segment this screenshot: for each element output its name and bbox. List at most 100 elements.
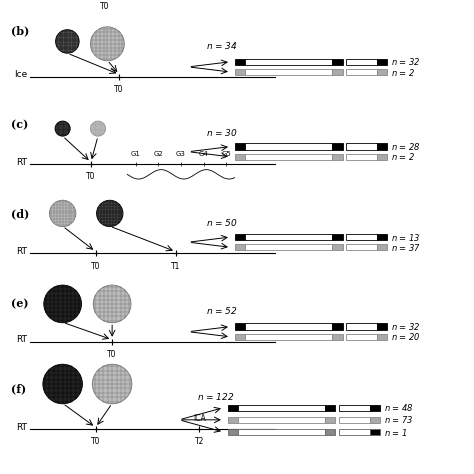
Text: T0: T0 bbox=[86, 172, 96, 181]
Text: G2: G2 bbox=[154, 151, 163, 157]
Bar bbox=[238, 404, 325, 410]
Bar bbox=[332, 234, 343, 240]
Bar bbox=[346, 323, 377, 329]
Bar bbox=[238, 417, 325, 423]
Bar bbox=[332, 244, 343, 250]
Text: $n$ = 122: $n$ = 122 bbox=[197, 391, 235, 402]
Bar bbox=[245, 334, 332, 340]
Bar bbox=[377, 69, 387, 75]
Text: T2: T2 bbox=[195, 438, 204, 446]
Bar bbox=[370, 417, 380, 423]
Text: $n$ = 52: $n$ = 52 bbox=[206, 305, 238, 316]
Text: $n$ = 28: $n$ = 28 bbox=[391, 141, 421, 152]
Text: $n$ = 50: $n$ = 50 bbox=[206, 217, 238, 228]
Text: $n$ = 1: $n$ = 1 bbox=[384, 427, 408, 438]
Bar bbox=[377, 144, 387, 150]
Text: T0: T0 bbox=[91, 438, 100, 446]
Text: G5: G5 bbox=[221, 151, 231, 157]
Text: (e): (e) bbox=[11, 298, 28, 309]
Text: RT: RT bbox=[16, 423, 27, 432]
Bar bbox=[370, 404, 380, 410]
Text: $n$ = 73: $n$ = 73 bbox=[384, 414, 414, 425]
Bar bbox=[235, 69, 245, 75]
Bar bbox=[339, 429, 370, 435]
Text: ICA: ICA bbox=[193, 414, 206, 423]
Bar bbox=[377, 154, 387, 160]
Bar bbox=[346, 69, 377, 75]
Text: (d): (d) bbox=[11, 209, 29, 220]
Bar bbox=[235, 334, 245, 340]
Bar bbox=[332, 334, 343, 340]
Text: RT: RT bbox=[16, 247, 27, 256]
Bar bbox=[245, 144, 332, 150]
Text: $n$ = 32: $n$ = 32 bbox=[391, 321, 421, 332]
Text: T0: T0 bbox=[91, 262, 100, 271]
Circle shape bbox=[55, 30, 79, 53]
Text: G4: G4 bbox=[199, 151, 209, 157]
Bar bbox=[332, 154, 343, 160]
Circle shape bbox=[43, 364, 82, 404]
Circle shape bbox=[97, 200, 123, 227]
Bar bbox=[377, 323, 387, 329]
Bar bbox=[332, 69, 343, 75]
Bar bbox=[235, 59, 245, 65]
Text: $n$ = 2: $n$ = 2 bbox=[391, 151, 416, 163]
Bar bbox=[377, 244, 387, 250]
Bar bbox=[325, 404, 336, 410]
Text: (b): (b) bbox=[11, 25, 29, 36]
Circle shape bbox=[49, 200, 76, 227]
Text: $n$ = 30: $n$ = 30 bbox=[206, 127, 238, 138]
Text: T0: T0 bbox=[114, 85, 124, 94]
Text: $n$ = 34: $n$ = 34 bbox=[206, 40, 238, 51]
Text: T0: T0 bbox=[100, 2, 110, 11]
Bar bbox=[377, 59, 387, 65]
Bar bbox=[235, 144, 245, 150]
Text: G3: G3 bbox=[176, 151, 186, 157]
Text: T1: T1 bbox=[171, 262, 181, 271]
Bar bbox=[245, 323, 332, 329]
Text: $n$ = 13: $n$ = 13 bbox=[391, 231, 421, 243]
Bar bbox=[235, 323, 245, 329]
Bar bbox=[228, 404, 238, 410]
Bar bbox=[245, 234, 332, 240]
Circle shape bbox=[93, 285, 131, 323]
Bar bbox=[245, 154, 332, 160]
Bar bbox=[245, 244, 332, 250]
Text: $n$ = 32: $n$ = 32 bbox=[391, 56, 421, 67]
Circle shape bbox=[55, 121, 70, 136]
Bar bbox=[228, 417, 238, 423]
Bar bbox=[346, 144, 377, 150]
Text: $n$ = 20: $n$ = 20 bbox=[391, 331, 421, 342]
Bar bbox=[325, 417, 336, 423]
Bar bbox=[346, 234, 377, 240]
Circle shape bbox=[44, 285, 82, 323]
Text: (c): (c) bbox=[11, 119, 28, 130]
Bar bbox=[332, 144, 343, 150]
Bar bbox=[339, 417, 370, 423]
Bar bbox=[235, 234, 245, 240]
Text: $n$ = 2: $n$ = 2 bbox=[391, 66, 416, 78]
Circle shape bbox=[91, 121, 106, 136]
Bar bbox=[370, 429, 380, 435]
Bar bbox=[245, 59, 332, 65]
Circle shape bbox=[92, 364, 132, 404]
Text: (f): (f) bbox=[11, 383, 26, 394]
Bar bbox=[332, 59, 343, 65]
Text: T0: T0 bbox=[108, 350, 117, 359]
Bar bbox=[346, 59, 377, 65]
Bar bbox=[339, 404, 370, 410]
Text: $n$ = 37: $n$ = 37 bbox=[391, 242, 421, 253]
Text: $n$ = 48: $n$ = 48 bbox=[384, 402, 414, 413]
Text: RT: RT bbox=[16, 157, 27, 166]
Circle shape bbox=[91, 27, 124, 61]
Bar bbox=[325, 429, 336, 435]
Text: G1: G1 bbox=[131, 151, 141, 157]
Text: Ice: Ice bbox=[14, 71, 27, 80]
Bar bbox=[377, 234, 387, 240]
Bar bbox=[235, 154, 245, 160]
Bar bbox=[235, 244, 245, 250]
Bar bbox=[346, 154, 377, 160]
Bar bbox=[346, 334, 377, 340]
Bar bbox=[332, 323, 343, 329]
Bar bbox=[346, 244, 377, 250]
